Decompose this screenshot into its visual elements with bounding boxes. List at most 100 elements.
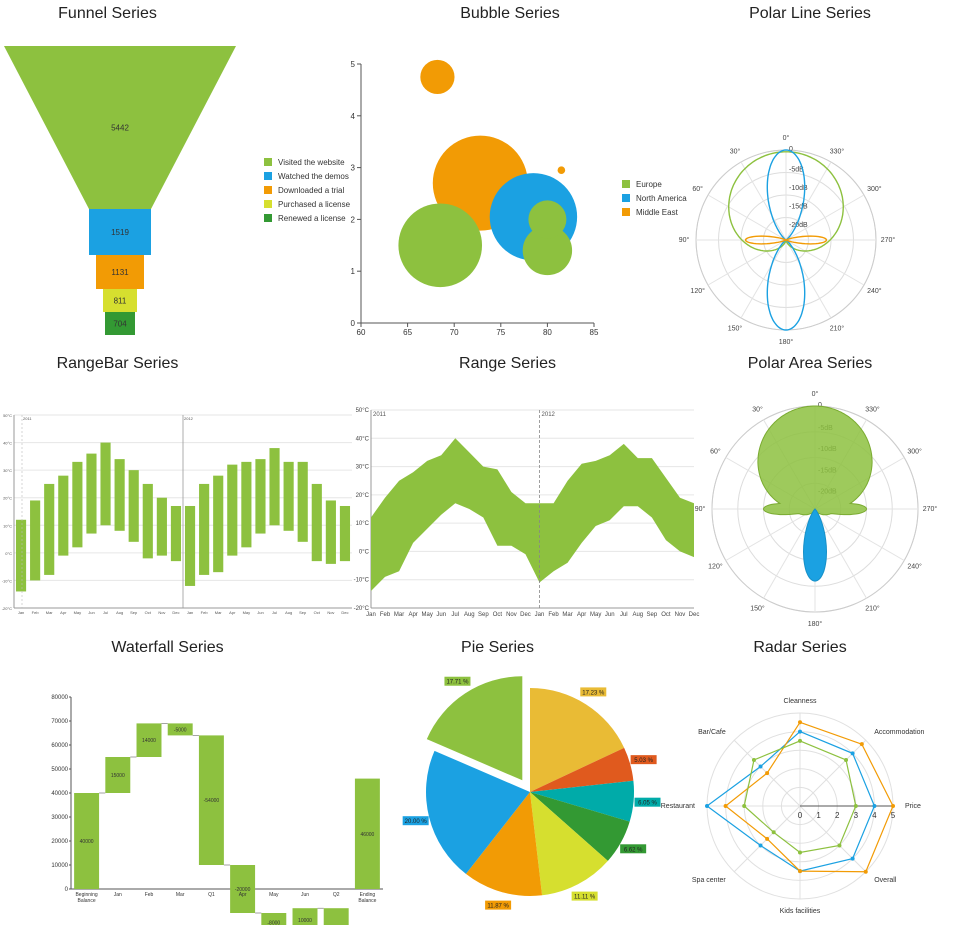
y-tick-label: 30°C xyxy=(356,465,370,471)
range-bar xyxy=(339,505,351,562)
x-tick-label: Mar xyxy=(176,892,185,898)
bubble-point xyxy=(528,200,567,239)
x-tick-label: Jan xyxy=(366,612,376,618)
radar-category-label: Cleanness xyxy=(783,698,817,705)
radar-point xyxy=(771,830,776,835)
polar-spoke xyxy=(740,239,787,319)
funnel-segment xyxy=(96,255,144,289)
y-tick-label: 2 xyxy=(351,215,356,224)
pie-label-box xyxy=(444,676,471,686)
radar-tick-label: 0 xyxy=(798,811,803,820)
range-bar xyxy=(100,442,111,526)
angle-tick-label: 240° xyxy=(907,563,922,571)
radar-point xyxy=(798,720,802,725)
x-tick-label: Mar xyxy=(46,610,54,615)
x-tick-label: Sep xyxy=(299,610,307,615)
radar-point xyxy=(872,804,877,808)
x-tick-label: Dec xyxy=(520,612,531,618)
x-tick-label: 70 xyxy=(450,328,459,337)
x-tick-label: Apr xyxy=(239,892,247,898)
x-tick-label: Nov xyxy=(506,612,517,618)
pie-slice xyxy=(530,780,634,822)
pie-label-box xyxy=(580,687,607,697)
y-tick-label: 20°C xyxy=(356,493,370,499)
polar-spoke xyxy=(763,508,816,599)
bubble-point xyxy=(420,59,455,95)
x-tick-label: Apr xyxy=(60,610,67,615)
angle-tick-label: 0° xyxy=(812,390,819,398)
polar-area-series-blue xyxy=(802,508,828,582)
y-tick-label: 20°C xyxy=(3,496,12,501)
x-tick-label: Aug xyxy=(116,610,123,615)
x-tick-label: Jul xyxy=(272,610,277,615)
range-bar xyxy=(325,500,336,564)
radar-tick-label: 3 xyxy=(854,811,859,820)
polar-line-series-blue xyxy=(766,149,806,331)
range-bar xyxy=(184,505,196,586)
x-tick-label: Feb xyxy=(548,612,559,618)
range-bar xyxy=(114,459,125,531)
y-tick-label: 10°C xyxy=(356,521,370,527)
radial-tick-label: -5dB xyxy=(789,166,804,173)
angle-tick-label: 30° xyxy=(752,405,763,413)
radial-tick-label: 0 xyxy=(818,402,822,409)
angle-tick-label: 90° xyxy=(695,505,706,513)
polar-spoke xyxy=(814,508,867,599)
y-tick-label: 30000 xyxy=(51,815,68,821)
radar-spoke xyxy=(799,739,867,807)
pie-value-label: 11.11 % xyxy=(574,895,596,901)
polar-spoke xyxy=(785,239,865,286)
radar-point xyxy=(853,804,858,808)
angle-tick-label: 210° xyxy=(830,324,845,332)
radar-point xyxy=(798,850,802,855)
waterfall-value-label: 40000 xyxy=(80,839,94,845)
waterfall-value-label: -8000 xyxy=(267,921,280,925)
legend-label: North America xyxy=(636,193,687,203)
x-tick-label: 60 xyxy=(357,328,366,337)
angle-tick-label: 240° xyxy=(867,287,882,295)
polar-spoke xyxy=(725,508,816,561)
polar-spoke xyxy=(707,239,787,286)
range-area xyxy=(371,438,694,591)
range-bar xyxy=(156,497,167,556)
waterfall-bar xyxy=(136,723,162,757)
angle-tick-label: 300° xyxy=(907,448,922,456)
x-tick-label: Jun xyxy=(605,612,615,618)
waterfall-value-label: 14000 xyxy=(142,738,156,744)
y-tick-label: 50000 xyxy=(51,767,68,773)
x-tick-label: Jun xyxy=(88,610,94,615)
range-bar xyxy=(241,461,252,548)
legend-item: Downloaded a trial xyxy=(264,183,350,197)
y-tick-label: 3 xyxy=(351,164,356,173)
y-tick-label: -10°C xyxy=(354,578,370,584)
radar-point xyxy=(837,843,842,848)
legend-swatch xyxy=(264,200,272,208)
x-tick-label: Feb xyxy=(145,892,154,898)
angle-tick-label: 210° xyxy=(865,605,880,613)
legend-swatch xyxy=(622,194,630,202)
range-bar xyxy=(86,453,97,534)
y-tick-label: 1 xyxy=(351,267,356,276)
radar-point xyxy=(742,804,747,808)
x-tick-label: May xyxy=(269,892,279,898)
radar-point xyxy=(765,836,770,841)
x-tick-label: 65 xyxy=(403,328,412,337)
angle-tick-label: 60° xyxy=(692,185,703,193)
range-bar xyxy=(72,461,83,548)
radar-category-label: Overall xyxy=(874,877,897,884)
y-tick-label: 5 xyxy=(351,60,356,69)
x-tick-label: Beginning xyxy=(75,892,97,898)
funnel-value-label: 704 xyxy=(113,320,127,329)
radial-tick-label: 0 xyxy=(789,146,793,153)
range-bar xyxy=(227,464,238,556)
polar-spoke xyxy=(740,161,787,241)
radar-point xyxy=(705,804,709,808)
angle-tick-label: 180° xyxy=(808,620,823,628)
pie-slice xyxy=(425,750,530,874)
pie-value-label: 11.87 % xyxy=(487,904,509,910)
x-tick-label: Q1 xyxy=(208,892,215,898)
x-tick-label: Apr xyxy=(408,612,417,618)
